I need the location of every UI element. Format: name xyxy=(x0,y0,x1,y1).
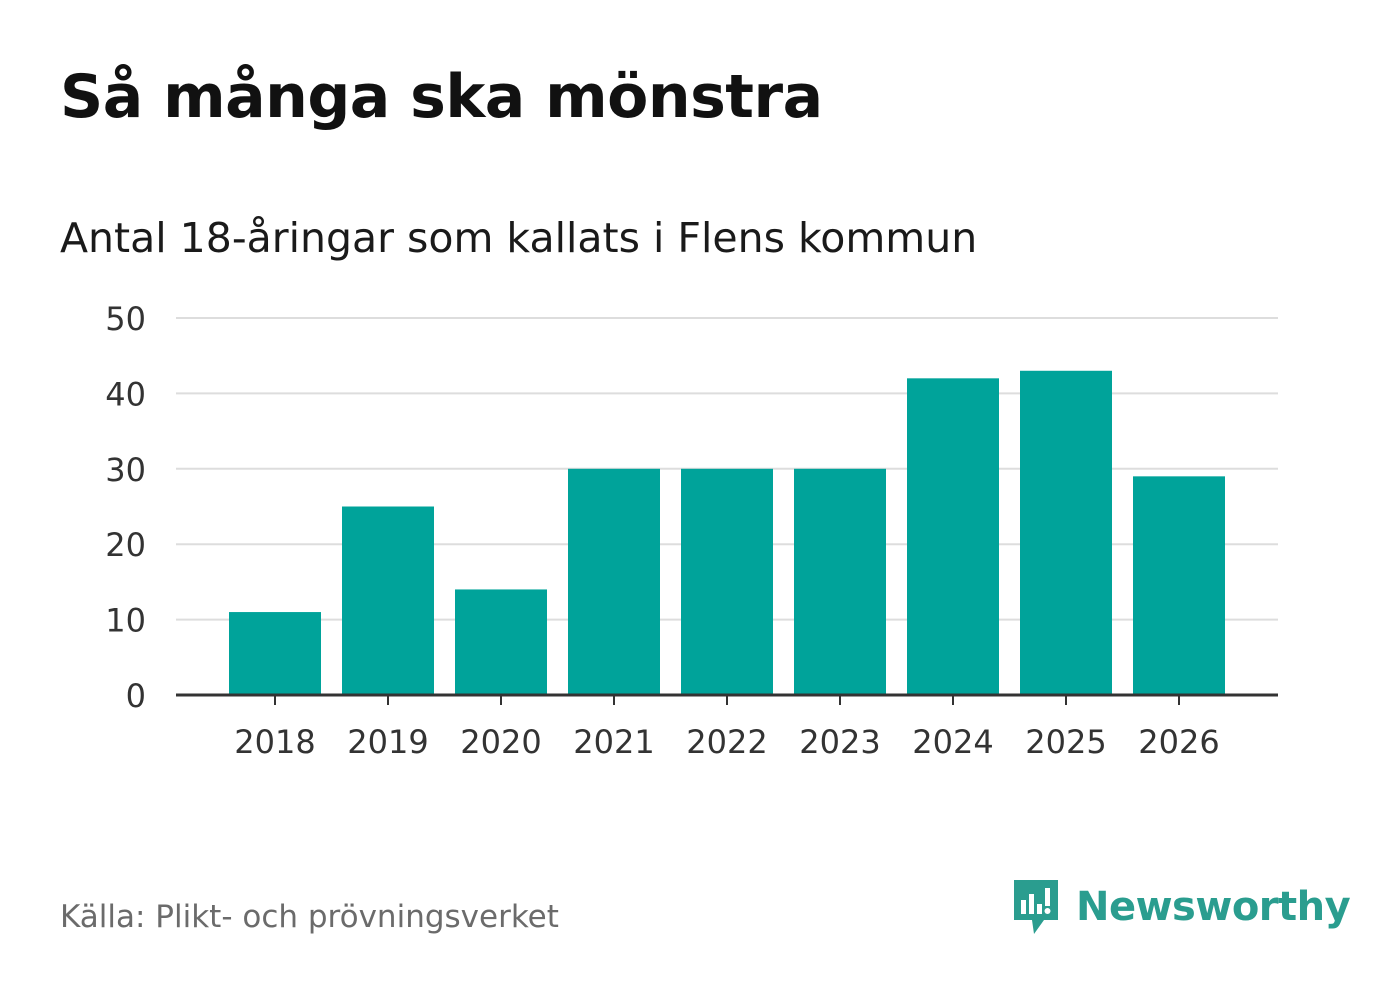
source-note: Källa: Plikt- och prövningsverket xyxy=(60,899,559,935)
newsworthy-logo-icon xyxy=(1014,880,1058,934)
y-tick-label: 50 xyxy=(105,300,146,338)
y-tick-label: 20 xyxy=(105,526,146,564)
x-tick-label: 2018 xyxy=(234,723,315,761)
x-tick-label: 2024 xyxy=(912,723,993,761)
bar xyxy=(229,612,321,695)
y-tick-label: 10 xyxy=(105,602,146,640)
chart-title: Så många ska mönstra xyxy=(60,62,823,132)
x-tick-label: 2021 xyxy=(573,723,654,761)
x-tick-label: 2020 xyxy=(460,723,541,761)
bar xyxy=(794,468,886,695)
bar xyxy=(1133,476,1225,695)
bar-chart: 0 10 20 30 40 50 2018 2019 2020 2021 2022 2023 2024 2… xyxy=(105,300,1278,761)
bar xyxy=(455,589,547,695)
y-tick-label: 40 xyxy=(105,375,146,413)
x-tick-label: 2023 xyxy=(799,723,880,761)
brand-logo: Newsworthy xyxy=(1010,876,1351,938)
bar xyxy=(681,468,773,695)
chart-subtitle: Antal 18-åringar som kallats i Flens kom… xyxy=(60,214,978,262)
bar xyxy=(342,506,434,695)
x-tick-label: 2026 xyxy=(1138,723,1219,761)
bar xyxy=(1020,370,1112,695)
y-tick-label: 30 xyxy=(105,451,146,489)
bar xyxy=(568,468,660,695)
x-tick-label: 2025 xyxy=(1025,723,1106,761)
x-tick-label: 2019 xyxy=(347,723,428,761)
y-tick-label: 0 xyxy=(126,677,146,715)
x-tick-label: 2022 xyxy=(686,723,767,761)
brand-name: Newsworthy xyxy=(1076,884,1351,930)
bar xyxy=(907,378,999,695)
